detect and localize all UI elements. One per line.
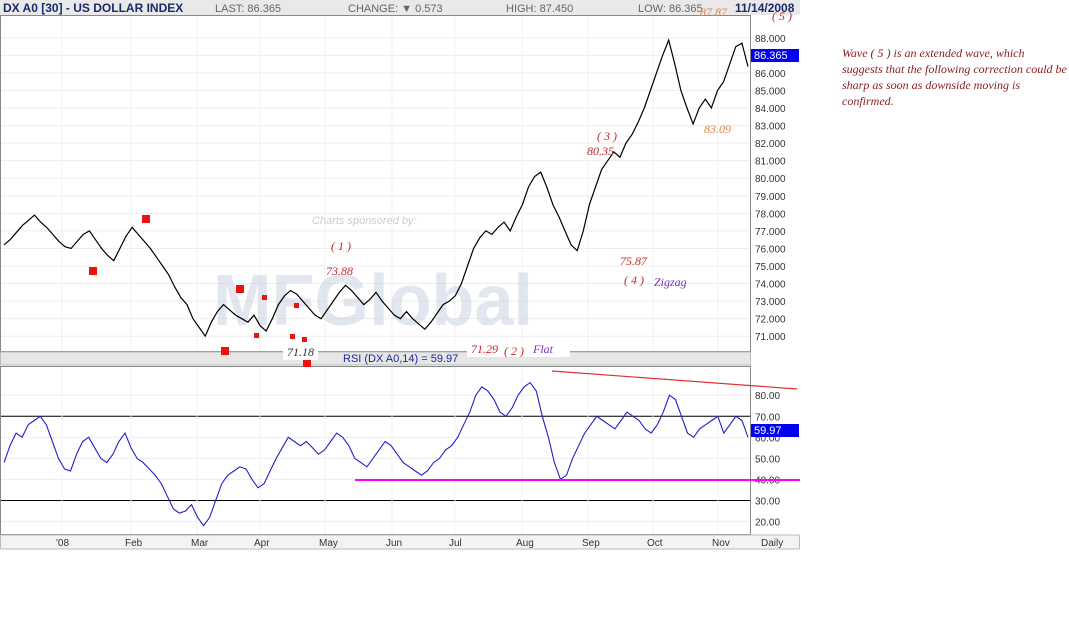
low-71-value: 71.18 <box>287 345 314 359</box>
wave-5-label: ( 5 ) <box>772 9 792 23</box>
wave-1-value: 73.88 <box>326 264 353 278</box>
analysis-note: Wave ( 5 ) is an extended wave, which su… <box>842 46 1067 108</box>
price-grid <box>1 37 750 337</box>
price-chart: DX A0 [30] - US DOLLAR INDEX LAST: 86.36… <box>0 0 800 550</box>
signal-dot <box>302 337 307 342</box>
rsi-tick-label: 50.00 <box>755 454 780 465</box>
month-tick-label: Feb <box>125 538 143 549</box>
price-tick-label: 77.000 <box>755 227 786 238</box>
price-y-axis: 71.000 72.000 73.000 74.000 75.000 76.000 77.0… <box>755 34 786 343</box>
header-bar <box>0 0 800 15</box>
month-tick-label: Oct <box>647 538 663 549</box>
high-value: HIGH: 87.450 <box>506 3 573 15</box>
price-tick-label: 83.000 <box>755 122 786 133</box>
price-tick-label: 76.000 <box>755 244 786 255</box>
month-tick-label: Nov <box>712 538 730 549</box>
signal-markers <box>89 215 311 367</box>
month-tick-label: Mar <box>191 538 209 549</box>
price-tick-label: 82.000 <box>755 139 786 150</box>
month-tick-label: '08 <box>56 538 69 549</box>
month-tick-label: Apr <box>254 538 270 549</box>
price-tick-label: 72.000 <box>755 315 786 326</box>
x-axis: '08 Feb Mar Apr May Jun Jul Aug Sep Oct Nov Daily <box>56 16 783 549</box>
wave-3-label: ( 3 ) <box>597 129 617 143</box>
month-tick-label: Jun <box>386 538 402 549</box>
price-tick-label: 74.000 <box>755 280 786 291</box>
price-tick-label: 86.000 <box>755 69 786 80</box>
signal-dot <box>254 333 259 338</box>
price-tick-label: 75.000 <box>755 262 786 273</box>
last-rsi-box <box>751 424 799 437</box>
price-tick-label: 73.000 <box>755 297 786 308</box>
wave-4-value: 75.87 <box>620 254 648 268</box>
rsi-tick-label: 80.00 <box>755 391 780 402</box>
month-tick-label: Jul <box>449 538 462 549</box>
price-tick-label: 84.000 <box>755 104 786 115</box>
sponsor-text: Charts sponsored by: <box>312 215 417 227</box>
wave-2-value: 71.29 <box>471 342 498 356</box>
x-axis-bar <box>0 534 800 550</box>
signal-marker <box>236 285 244 293</box>
flat-pattern-label: Flat <box>532 342 554 356</box>
rsi-panel <box>0 366 751 535</box>
low-value: LOW: 86.365 <box>638 3 703 15</box>
signal-marker <box>303 359 311 367</box>
sponsor-logo: MFGlobal <box>213 261 533 341</box>
signal-marker <box>142 215 150 223</box>
price-tick-label: 80.000 <box>755 174 786 185</box>
symbol-title: DX A0 [30] - US DOLLAR INDEX <box>3 1 183 15</box>
signal-marker <box>89 267 97 275</box>
price-tick-label: 71.000 <box>755 332 786 343</box>
rsi-tick-label: 30.00 <box>755 496 780 507</box>
wave-2-label: ( 2 ) <box>504 344 524 358</box>
month-tick-label: Daily <box>761 538 783 549</box>
wave-4-label: ( 4 ) <box>624 273 644 287</box>
last-value: LAST: 86.365 <box>215 3 281 15</box>
last-price-label: 86.365 <box>754 50 788 62</box>
price-series-line <box>3 38 749 338</box>
signal-dot <box>294 303 299 308</box>
date-label: 11/14/2008 <box>735 1 795 15</box>
low-71-bg <box>283 346 318 360</box>
price-tick-label: 85.000 <box>755 86 786 97</box>
last-rsi-label: 59.97 <box>754 425 782 437</box>
zigzag-pattern-label: Zigzag <box>654 275 687 289</box>
wave-5-value: 87.87 <box>700 5 728 19</box>
wave-2-bg <box>467 343 570 357</box>
price-tick-label: 88.000 <box>755 34 786 45</box>
price-tick-label: 81.000 <box>755 157 786 168</box>
rsi-tick-label: 70.00 <box>755 412 780 423</box>
change-value: CHANGE: ▼ 0.573 <box>348 3 443 15</box>
rsi-tick-label: 20.00 <box>755 517 780 528</box>
price-tick-label: 78.000 <box>755 209 786 220</box>
month-tick-label: Sep <box>582 538 600 549</box>
price-panel <box>0 15 751 352</box>
price-tick-label: 79.000 <box>755 192 786 203</box>
signal-dot <box>262 295 267 300</box>
rsi-series-line <box>3 381 749 527</box>
wave-3-value: 80.35 <box>587 144 614 158</box>
rsi-resistance-line <box>551 370 798 390</box>
signal-dot <box>290 334 295 339</box>
rsi-tick-label: 60.00 <box>755 433 780 444</box>
rsi-title: RSI (DX A0,14) = 59.97 <box>343 353 458 365</box>
low-83-value: 83.09 <box>704 122 731 136</box>
last-price-box <box>751 49 799 62</box>
signal-marker <box>221 347 229 355</box>
month-tick-label: May <box>319 538 338 549</box>
wave-1-label: ( 1 ) <box>331 239 351 253</box>
month-tick-label: Aug <box>516 538 534 549</box>
